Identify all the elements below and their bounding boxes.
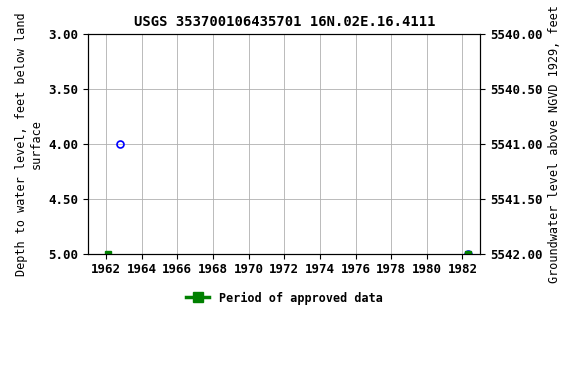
Y-axis label: Depth to water level, feet below land
surface: Depth to water level, feet below land su… [15,12,43,276]
Y-axis label: Groundwater level above NGVD 1929, feet: Groundwater level above NGVD 1929, feet [548,5,561,283]
Title: USGS 353700106435701 16N.02E.16.4111: USGS 353700106435701 16N.02E.16.4111 [134,15,435,29]
Legend: Period of approved data: Period of approved data [181,287,388,309]
